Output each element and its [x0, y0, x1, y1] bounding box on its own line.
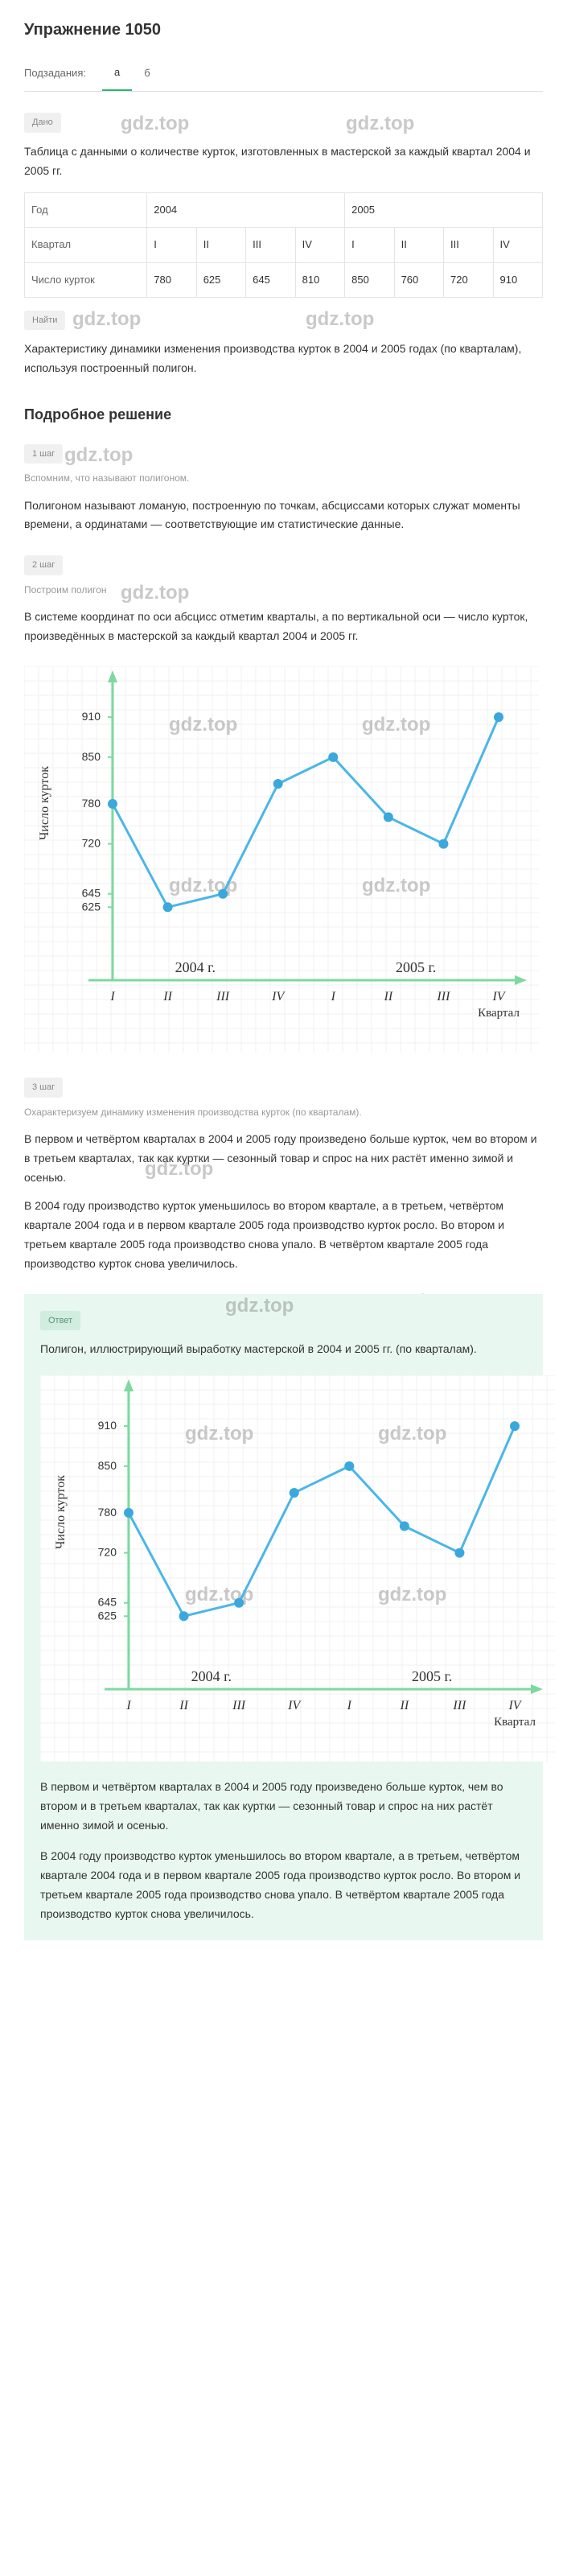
svg-text:II: II [400, 1699, 409, 1713]
watermark: gdz.top [64, 439, 133, 472]
svg-text:gdz.top: gdz.top [185, 1423, 253, 1445]
svg-text:625: 625 [98, 1609, 117, 1622]
svg-text:Число курток: Число курток [38, 766, 51, 840]
svg-text:850: 850 [98, 1459, 117, 1472]
svg-text:III: III [436, 990, 450, 1004]
svg-text:850: 850 [82, 750, 101, 763]
subtasks-bar: Подзадания: а б [24, 56, 543, 92]
watermark: gdz.top [346, 108, 414, 141]
table-header-quarter: Квартал [25, 228, 147, 262]
table-cell: 2005 [345, 193, 543, 228]
svg-text:Квартал: Квартал [494, 1716, 536, 1729]
table-cell: 625 [196, 262, 245, 297]
svg-text:II: II [384, 990, 393, 1004]
table-cell: 850 [345, 262, 394, 297]
page-title: Упражнение 1050 [24, 16, 543, 43]
svg-text:I: I [331, 990, 336, 1004]
table-cell: II [394, 228, 443, 262]
svg-text:720: 720 [98, 1546, 117, 1559]
svg-text:III: III [232, 1699, 246, 1713]
table-cell: I [345, 228, 394, 262]
answer-block: Ответ gdz.top Полигон, иллюстрирующий вы… [24, 1294, 543, 1940]
subtasks-label: Подзадания: [24, 64, 86, 82]
table-cell: 910 [493, 262, 542, 297]
table-header-count: Число курток [25, 262, 147, 297]
step2-text: В системе координат по оси абсцисс отмет… [24, 608, 543, 646]
polygon-chart: gdz.top gdz.top gdz.top gdz.top 91085078… [24, 666, 543, 1053]
svg-text:720: 720 [82, 836, 101, 849]
svg-text:2005 г.: 2005 г. [396, 959, 436, 975]
svg-text:I: I [109, 990, 115, 1004]
table-cell: 720 [444, 262, 493, 297]
polygon-chart-answer: gdz.top gdz.top gdz.top gdz.top 91085078… [40, 1375, 527, 1762]
svg-text:625: 625 [82, 900, 101, 913]
step3-p1: В первом и четвёртом кварталах в 2004 и … [24, 1130, 543, 1187]
svg-text:645: 645 [82, 887, 101, 900]
answer-p2: В 2004 году производство курток уменьшил… [40, 1847, 527, 1923]
answer-p1: В первом и четвёртом кварталах в 2004 и … [40, 1778, 527, 1835]
svg-text:gdz.top: gdz.top [362, 714, 430, 736]
svg-text:IV: IV [287, 1699, 302, 1713]
svg-text:IV: IV [271, 990, 286, 1004]
table-cell: 645 [246, 262, 295, 297]
svg-text:gdz.top: gdz.top [378, 1423, 446, 1445]
solution-title: Подробное решение [24, 402, 543, 427]
svg-text:III: III [452, 1699, 466, 1713]
svg-text:IV: IV [507, 1699, 522, 1713]
svg-text:2004 г.: 2004 г. [191, 1668, 232, 1684]
svg-text:II: II [179, 1699, 188, 1713]
tab-b[interactable]: б [132, 56, 162, 90]
table-cell: 2004 [147, 193, 345, 228]
svg-text:910: 910 [82, 710, 101, 723]
svg-text:780: 780 [82, 797, 101, 810]
tab-a[interactable]: а [102, 56, 132, 91]
svg-text:645: 645 [98, 1596, 117, 1609]
watermark: gdz.top [121, 108, 189, 141]
table-cell: 810 [295, 262, 344, 297]
svg-text:I: I [125, 1699, 131, 1713]
step1-hint: Вспомним, что называют полигоном. [24, 470, 543, 486]
step3-hint: Охарактеризуем динамику изменения произв… [24, 1104, 543, 1120]
svg-text:2004 г.: 2004 г. [175, 959, 216, 975]
table-cell: III [246, 228, 295, 262]
step2-badge: 2 шаг [24, 555, 63, 575]
table-header-year: Год [25, 193, 147, 228]
svg-text:Квартал: Квартал [478, 1007, 520, 1020]
svg-text:2005 г.: 2005 г. [412, 1668, 452, 1684]
table-cell: 760 [394, 262, 443, 297]
svg-text:gdz.top: gdz.top [362, 875, 430, 896]
svg-text:gdz.top: gdz.top [169, 714, 237, 736]
find-text: Характеристику динамики изменения произв… [24, 340, 543, 378]
table-cell: I [147, 228, 196, 262]
watermark: gdz.top [306, 303, 374, 336]
data-table: Год 2004 2005 Квартал I II III IV I II I… [24, 192, 543, 297]
svg-text:Число курток: Число курток [54, 1475, 68, 1549]
svg-text:gdz.top: gdz.top [378, 1584, 446, 1605]
answer-badge: Ответ [40, 1311, 80, 1331]
step1-badge: 1 шаг [24, 444, 63, 464]
svg-text:IV: IV [491, 990, 506, 1004]
svg-text:910: 910 [98, 1419, 117, 1432]
find-badge: Найти [24, 311, 65, 331]
step3-p2: В 2004 году производство курток уменьшил… [24, 1197, 543, 1273]
step1-text: Полигоном называют ломаную, построенную … [24, 497, 543, 535]
table-cell: IV [295, 228, 344, 262]
answer-intro: Полигон, иллюстрирующий выработку мастер… [40, 1340, 527, 1359]
table-cell: IV [493, 228, 542, 262]
svg-text:III: III [216, 990, 230, 1004]
svg-text:780: 780 [98, 1506, 117, 1519]
svg-text:I: I [347, 1699, 352, 1713]
table-cell: 780 [147, 262, 196, 297]
step2-hint: Построим полигон [24, 582, 543, 598]
table-cell: III [444, 228, 493, 262]
watermark: gdz.top [72, 303, 141, 336]
given-badge: Дано [24, 113, 61, 133]
step3-badge: 3 шаг [24, 1078, 63, 1098]
svg-text:II: II [162, 990, 172, 1004]
table-cell: II [196, 228, 245, 262]
given-text: Таблица с данными о количестве курток, и… [24, 142, 543, 181]
watermark: gdz.top [225, 1290, 294, 1323]
